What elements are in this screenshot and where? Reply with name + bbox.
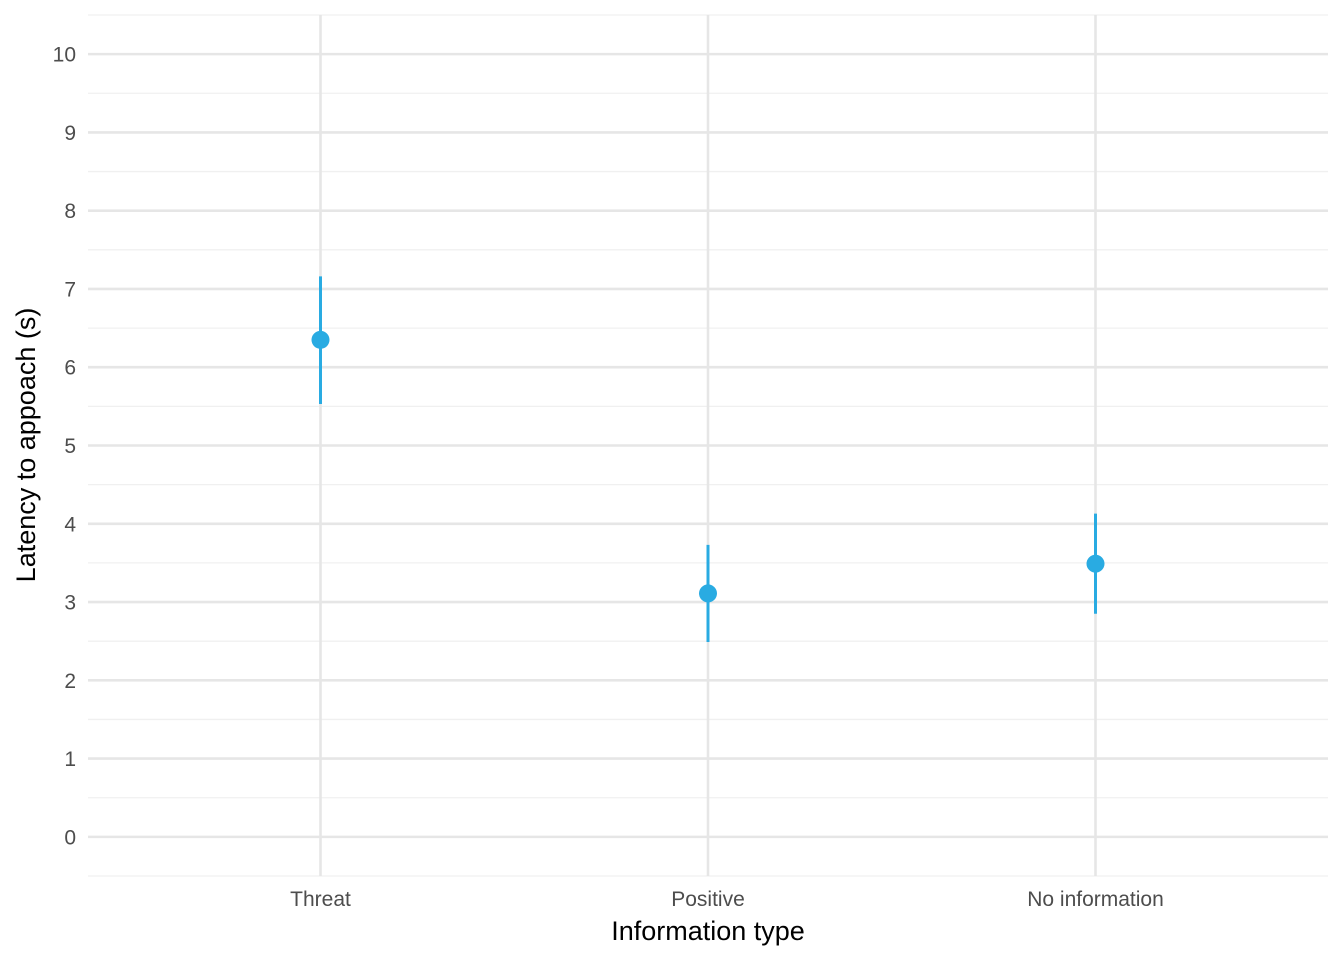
y-axis-title: Latency to appoach (s) (11, 308, 41, 583)
y-tick-label: 6 (64, 357, 76, 380)
vertical-gridlines (319, 15, 1097, 876)
y-tick-label: 3 (64, 592, 76, 615)
y-tick-label: 9 (64, 122, 76, 145)
x-tick-label: Threat (290, 888, 351, 911)
x-axis-title: Information type (611, 916, 805, 946)
x-tick-label: No information (1027, 888, 1164, 911)
y-tick-label: 2 (64, 670, 76, 693)
data-marks (311, 276, 1105, 642)
y-tick-label: 4 (64, 513, 76, 536)
data-point (1086, 554, 1105, 573)
y-tick-label: 5 (64, 435, 76, 458)
x-tick-label: Positive (671, 888, 745, 911)
x-axis-tick-labels: Threat Positive No information (290, 888, 1164, 911)
y-tick-label: 7 (64, 278, 76, 301)
y-tick-label: 8 (64, 200, 76, 223)
data-point (311, 330, 330, 349)
y-tick-label: 1 (64, 748, 76, 771)
y-axis-tick-labels: 0 1 2 3 4 5 6 7 8 9 10 (53, 44, 77, 850)
y-tick-label: 10 (53, 44, 76, 67)
y-tick-label: 0 (64, 826, 76, 849)
data-point (699, 584, 717, 603)
